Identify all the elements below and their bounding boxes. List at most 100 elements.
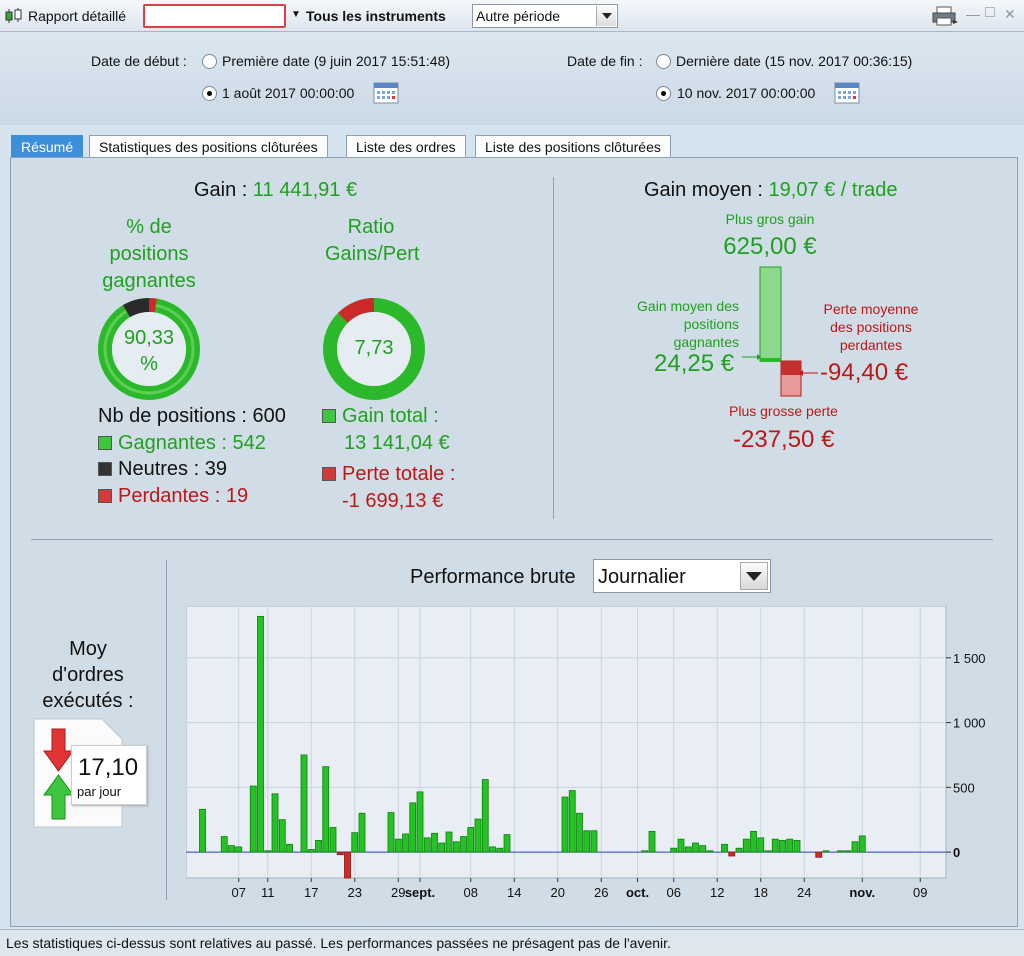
neutral-count: Neutres : 39 xyxy=(118,458,227,480)
search-input[interactable] xyxy=(143,4,286,28)
perf-title: Performance brute xyxy=(410,566,576,588)
chart-bar xyxy=(851,841,859,853)
x-tick-label: 08 xyxy=(464,885,478,900)
avg-loss-label-line: des positions xyxy=(830,319,912,335)
orders-unit: par jour xyxy=(77,784,122,799)
gain-total-row: Gain total : xyxy=(322,405,439,428)
vertical-divider xyxy=(166,560,167,900)
ratio-title-line: Gains/Pert xyxy=(325,243,420,265)
chart-bar xyxy=(249,785,257,853)
chart-bar xyxy=(315,840,322,853)
ratio-title: Ratio Gains/Pert xyxy=(316,214,426,268)
close-button[interactable]: ✕ xyxy=(1004,6,1016,22)
avg-win-label-line: Gain moyen des xyxy=(637,298,739,314)
tab-resume[interactable]: Résumé xyxy=(11,135,84,158)
chart-bar xyxy=(496,847,504,853)
loss-total-label: Perte totale : xyxy=(342,463,456,485)
calendar-icon[interactable] xyxy=(834,80,860,104)
start-date-label: Date de début : xyxy=(91,53,187,69)
x-tick-label: 24 xyxy=(797,885,811,900)
performance-chart: 1 500 1 000 500 0 07 11 17 23 29 sept. 08 14 20 26 oc… xyxy=(186,606,986,900)
tab-closed-positions[interactable]: Liste des positions clôturées xyxy=(475,135,671,158)
chart-bar xyxy=(641,850,649,853)
chart-bar xyxy=(271,793,279,853)
chart-bar xyxy=(481,779,489,853)
black-square-icon xyxy=(98,462,112,476)
chart-bar xyxy=(583,830,591,853)
minimize-button[interactable]: — xyxy=(966,6,980,22)
chart-bar xyxy=(750,830,757,853)
loss-total-value: -1 699,13 € xyxy=(342,490,444,512)
tab-orders[interactable]: Liste des ordres xyxy=(346,135,466,158)
orders-title: Moy d'ordres exécutés : xyxy=(30,636,146,714)
green-square-icon xyxy=(322,409,336,423)
chart-bar xyxy=(561,796,569,853)
chart-bar xyxy=(423,837,431,853)
gain-total-label: Gain total : xyxy=(342,405,439,427)
chart-bar xyxy=(228,845,235,853)
chart-bar xyxy=(742,838,750,853)
chevron-down-icon[interactable] xyxy=(740,562,768,590)
tab-closed-stats[interactable]: Statistiques des positions clôturées xyxy=(89,135,328,158)
chart-bar xyxy=(351,832,359,853)
chart-bar xyxy=(452,841,460,853)
start-first-radio[interactable] xyxy=(202,54,217,69)
chart-bar xyxy=(431,832,438,853)
perf-interval-select[interactable]: Journalier xyxy=(593,559,771,593)
orders-title-line: Moy xyxy=(69,638,107,660)
x-tick-label: 26 xyxy=(594,885,608,900)
start-custom-radio[interactable] xyxy=(202,86,217,101)
avg-gain-row: Gain moyen : 19,07 € / trade xyxy=(644,179,898,202)
chart-bar xyxy=(467,827,475,853)
horizontal-divider xyxy=(31,539,993,540)
start-custom-date[interactable]: 1 août 2017 00:00:00 xyxy=(222,85,355,101)
status-bar: Les statistiques ci-dessus sont relative… xyxy=(0,929,1024,956)
pct-winners-value: 90,33 % xyxy=(97,325,201,377)
chart-bar xyxy=(257,615,264,853)
chart-bar xyxy=(344,851,351,879)
ratio-title-line: Ratio xyxy=(347,216,395,238)
chart-bar xyxy=(590,830,598,853)
avg-loss-label: Perte moyenne des positions perdantes xyxy=(818,300,924,354)
chart-bar xyxy=(402,833,409,853)
end-last-label: Dernière date (15 nov. 2017 00:36:15) xyxy=(676,53,913,69)
chart-bar xyxy=(409,802,417,853)
y-tick-label: 0 xyxy=(953,845,960,860)
chart-bar xyxy=(771,838,779,853)
caret-down-icon[interactable]: ▼ xyxy=(291,9,301,20)
chart-bar xyxy=(692,842,699,853)
max-gain-value: 625,00 € xyxy=(723,233,817,260)
green-square-icon xyxy=(98,436,112,450)
chart-bar xyxy=(822,850,830,853)
printer-icon[interactable] xyxy=(930,6,960,26)
chart-bar xyxy=(757,837,765,853)
orders-title-line: exécutés : xyxy=(42,690,134,712)
ratio-donut xyxy=(323,298,425,400)
chart-bar xyxy=(322,766,330,853)
y-tick-label: 500 xyxy=(953,780,975,795)
pct-title-line: gagnantes xyxy=(102,270,196,292)
avg-loss-label-line: perdantes xyxy=(839,337,903,353)
red-square-icon xyxy=(98,489,112,503)
chevron-down-icon[interactable] xyxy=(596,6,616,26)
toolbar: Rapport détaillé ▼ Tous les instruments … xyxy=(0,0,1024,32)
maximize-button[interactable]: □ xyxy=(985,4,995,21)
x-tick-label: 07 xyxy=(232,885,246,900)
chart-bar xyxy=(220,836,228,853)
end-custom-date[interactable]: 10 nov. 2017 00:00:00 xyxy=(677,85,816,101)
chart-bar xyxy=(394,838,402,853)
x-tick-label: 20 xyxy=(551,885,565,900)
avg-win-label-line: gagnantes xyxy=(673,334,739,350)
period-select[interactable]: Autre période xyxy=(472,4,618,28)
ratio-value: 7,73 xyxy=(354,337,394,359)
end-custom-radio[interactable] xyxy=(656,86,671,101)
instruments-dropdown[interactable]: Tous les instruments xyxy=(306,8,446,24)
chart-bar xyxy=(503,834,511,853)
calendar-icon[interactable] xyxy=(373,80,399,104)
report-title: Rapport détaillé xyxy=(28,8,127,24)
end-last-radio[interactable] xyxy=(656,54,671,69)
chart-bar xyxy=(735,847,743,853)
chart-bar xyxy=(286,843,293,853)
gain-label: Gain : xyxy=(194,179,248,201)
pct-winners-title: % de positions gagnantes xyxy=(90,214,208,295)
